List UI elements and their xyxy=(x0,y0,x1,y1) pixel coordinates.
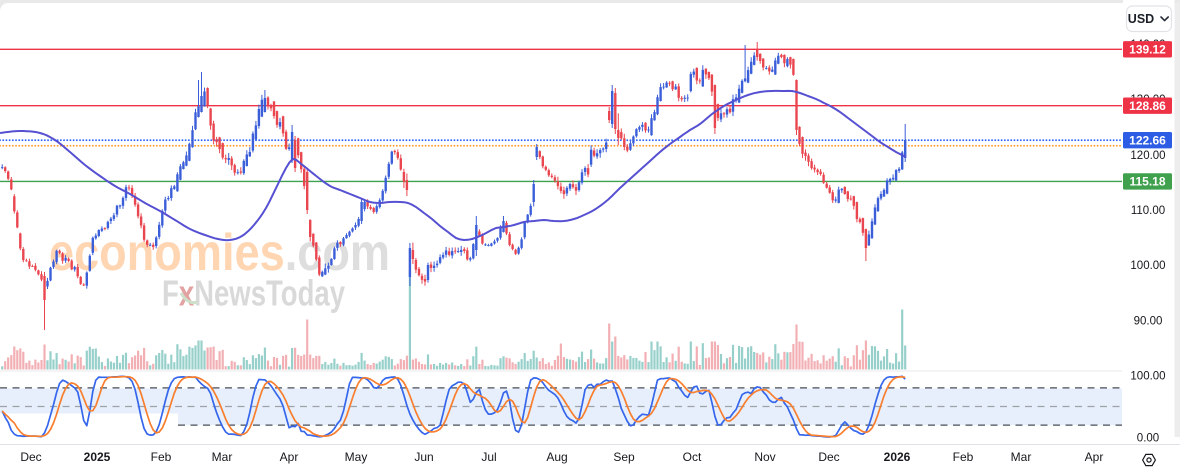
svg-text:Jul: Jul xyxy=(481,450,496,464)
svg-text:Mar: Mar xyxy=(1011,450,1032,464)
svg-text:Jun: Jun xyxy=(414,450,433,464)
svg-text:Feb: Feb xyxy=(151,450,172,464)
svg-text:FxNewsToday: FxNewsToday xyxy=(162,273,345,314)
svg-text:122.66: 122.66 xyxy=(1129,133,1166,147)
svg-text:Aug: Aug xyxy=(546,450,567,464)
svg-text:Dec: Dec xyxy=(20,450,41,464)
svg-text:Nov: Nov xyxy=(754,450,775,464)
svg-text:90.00: 90.00 xyxy=(1134,315,1163,327)
svg-text:Mar: Mar xyxy=(212,450,233,464)
svg-text:Sep: Sep xyxy=(613,450,635,464)
svg-text:economies.com: economies.com xyxy=(49,224,390,282)
svg-text:Feb: Feb xyxy=(953,450,974,464)
svg-text:Dec: Dec xyxy=(818,450,839,464)
svg-text:128.86: 128.86 xyxy=(1129,99,1166,113)
svg-text:Oct: Oct xyxy=(683,450,702,464)
svg-text:May: May xyxy=(345,450,368,464)
svg-text:115.18: 115.18 xyxy=(1129,175,1165,189)
svg-text:120.00: 120.00 xyxy=(1130,150,1165,162)
svg-text:2026: 2026 xyxy=(884,450,911,464)
svg-text:139.12: 139.12 xyxy=(1129,43,1166,57)
svg-text:USD: USD xyxy=(1128,12,1154,26)
svg-text:110.00: 110.00 xyxy=(1131,205,1165,217)
svg-text:2025: 2025 xyxy=(84,450,111,464)
svg-text:Apr: Apr xyxy=(1085,450,1104,464)
svg-text:Apr: Apr xyxy=(280,450,299,464)
svg-text:0.00: 0.00 xyxy=(1137,433,1159,445)
svg-text:100.00: 100.00 xyxy=(1130,260,1165,272)
svg-text:100.00: 100.00 xyxy=(1130,371,1165,383)
